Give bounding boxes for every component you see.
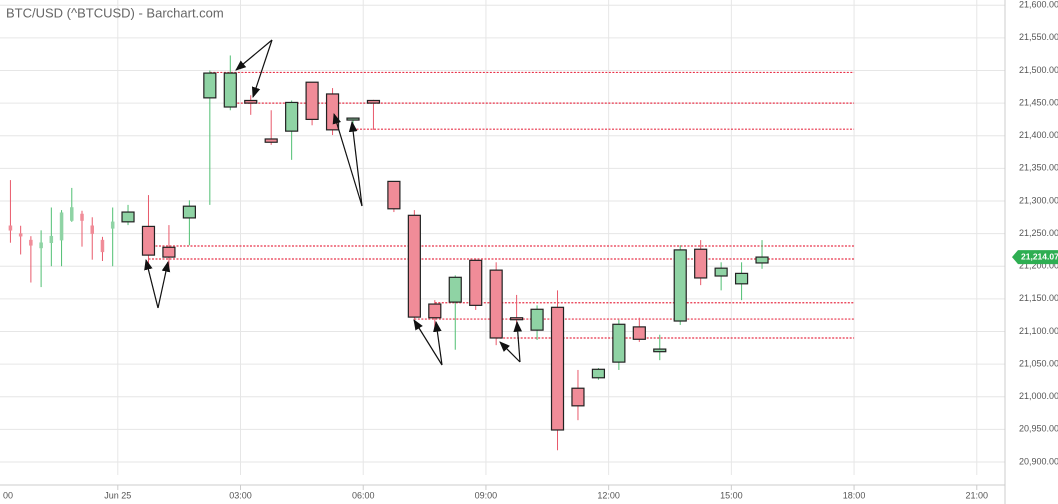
candle-body [694, 248, 708, 279]
candle-body [90, 225, 94, 234]
candle-body [632, 326, 646, 340]
y-tick-label: 20,950.00 [1019, 424, 1058, 434]
candle-body [510, 317, 524, 321]
candle-body [571, 387, 585, 407]
x-tick-label: 03:00 [229, 490, 252, 500]
candle-body [264, 138, 278, 143]
y-tick-label: 21,150.00 [1019, 293, 1058, 303]
chart-title: BTC/USD (^BTCUSD) - Barchart.com [6, 5, 224, 20]
candle-body [182, 205, 196, 219]
candle-body [141, 225, 156, 256]
y-tick-label: 21,500.00 [1019, 65, 1058, 75]
arrow [144, 258, 159, 309]
candle-body [39, 242, 43, 249]
candle-body [110, 221, 115, 229]
x-tick-label: 09:00 [475, 490, 498, 500]
x-tick-label: 06:00 [352, 490, 375, 500]
arrow [513, 320, 523, 363]
candle-body [285, 101, 299, 132]
arrow [235, 39, 273, 71]
candle-body [550, 306, 565, 431]
arrow [251, 39, 273, 99]
candle-body [489, 269, 503, 339]
candle-body [346, 117, 360, 121]
y-tick-label: 21,100.00 [1019, 326, 1058, 336]
candle-body [223, 72, 237, 108]
y-tick-label: 21,200.00 [1019, 261, 1058, 271]
arrow [413, 319, 443, 366]
y-tick-label: 21,000.00 [1019, 391, 1058, 401]
arrow [157, 260, 171, 309]
arrow [332, 112, 363, 207]
y-tick-label: 21,350.00 [1019, 163, 1058, 173]
candle-body [162, 246, 176, 258]
y-tick-label: 21,600.00 [1019, 0, 1058, 10]
candle-body [70, 207, 74, 221]
y-tick-label: 21,300.00 [1019, 195, 1058, 205]
candle-body [612, 323, 626, 363]
y-tick-label: 21,250.00 [1019, 228, 1058, 238]
candle-body [673, 249, 687, 322]
y-tick-label: 21,450.00 [1019, 97, 1058, 107]
y-tick-label: 20,900.00 [1019, 456, 1058, 466]
arrow [348, 120, 363, 207]
candle-body [755, 256, 769, 264]
x-tick-label: 18:00 [843, 490, 866, 500]
candle-body [203, 72, 217, 99]
arrow [433, 320, 443, 366]
candle-body [591, 368, 606, 379]
candle-body [29, 239, 33, 246]
last-price-label: 21,214.07 [1021, 251, 1058, 261]
candle-body [244, 99, 258, 104]
candle-body [530, 308, 544, 331]
candle-body [448, 276, 462, 303]
candle-body [734, 272, 749, 285]
y-tick-label: 21,050.00 [1019, 358, 1058, 368]
candle-body [366, 99, 381, 104]
arrow [499, 341, 521, 363]
x-tick-label: Jun 25 [104, 490, 131, 500]
candle-body [100, 239, 105, 253]
x-tick-label: 21:00 [966, 490, 989, 500]
annotation-arrows [144, 39, 523, 366]
candle-body [49, 235, 54, 243]
last-price-tag [1012, 250, 1058, 265]
candle-body [469, 259, 483, 306]
candle-body [714, 267, 728, 277]
candle-body [121, 211, 135, 223]
y-tick-label: 21,400.00 [1019, 130, 1058, 140]
candle-body [428, 303, 442, 319]
candle-body [653, 348, 667, 353]
candle-body [387, 180, 401, 210]
candle-body [80, 213, 84, 221]
candle-body [305, 81, 319, 121]
candle-body [407, 214, 421, 318]
candle-body [59, 212, 64, 241]
x-tick-label: 12:00 [597, 490, 620, 500]
x-tick-label: 15:00 [720, 490, 743, 500]
candle-body [8, 225, 13, 231]
y-tick-label: 21,550.00 [1019, 32, 1058, 42]
candle-body [18, 233, 23, 237]
x-tick-label: 00 [3, 490, 13, 500]
